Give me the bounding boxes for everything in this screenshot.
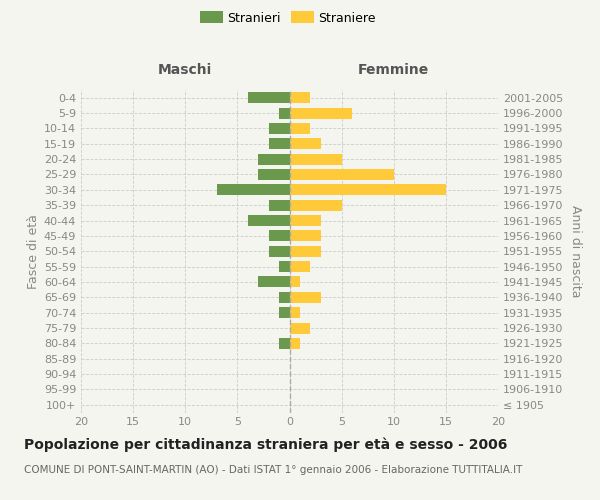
Bar — [279, 338, 290, 349]
Bar — [290, 92, 310, 103]
Text: Femmine: Femmine — [358, 63, 430, 77]
Bar — [290, 138, 321, 149]
Bar — [217, 184, 290, 196]
Bar — [290, 184, 446, 196]
Bar — [290, 154, 341, 164]
Bar — [269, 123, 290, 134]
Text: Maschi: Maschi — [158, 63, 212, 77]
Bar — [258, 154, 290, 164]
Bar — [290, 322, 310, 334]
Bar — [248, 92, 290, 103]
Bar — [269, 230, 290, 241]
Bar — [290, 108, 352, 118]
Bar — [290, 246, 321, 257]
Y-axis label: Fasce di età: Fasce di età — [26, 214, 40, 288]
Bar — [290, 230, 321, 241]
Bar — [279, 108, 290, 118]
Bar — [290, 169, 394, 180]
Legend: Stranieri, Straniere: Stranieri, Straniere — [197, 8, 379, 27]
Text: Popolazione per cittadinanza straniera per età e sesso - 2006: Popolazione per cittadinanza straniera p… — [24, 438, 508, 452]
Bar — [258, 169, 290, 180]
Bar — [279, 307, 290, 318]
Bar — [290, 200, 341, 210]
Bar — [290, 215, 321, 226]
Bar — [248, 215, 290, 226]
Bar — [290, 292, 321, 303]
Text: COMUNE DI PONT-SAINT-MARTIN (AO) - Dati ISTAT 1° gennaio 2006 - Elaborazione TUT: COMUNE DI PONT-SAINT-MARTIN (AO) - Dati … — [24, 465, 523, 475]
Bar — [258, 276, 290, 287]
Bar — [269, 200, 290, 210]
Bar — [269, 138, 290, 149]
Bar — [290, 276, 300, 287]
Bar — [279, 261, 290, 272]
Bar — [290, 307, 300, 318]
Bar — [290, 338, 300, 349]
Bar — [279, 292, 290, 303]
Y-axis label: Anni di nascita: Anni di nascita — [569, 205, 582, 298]
Bar — [290, 261, 310, 272]
Bar — [290, 123, 310, 134]
Bar — [269, 246, 290, 257]
